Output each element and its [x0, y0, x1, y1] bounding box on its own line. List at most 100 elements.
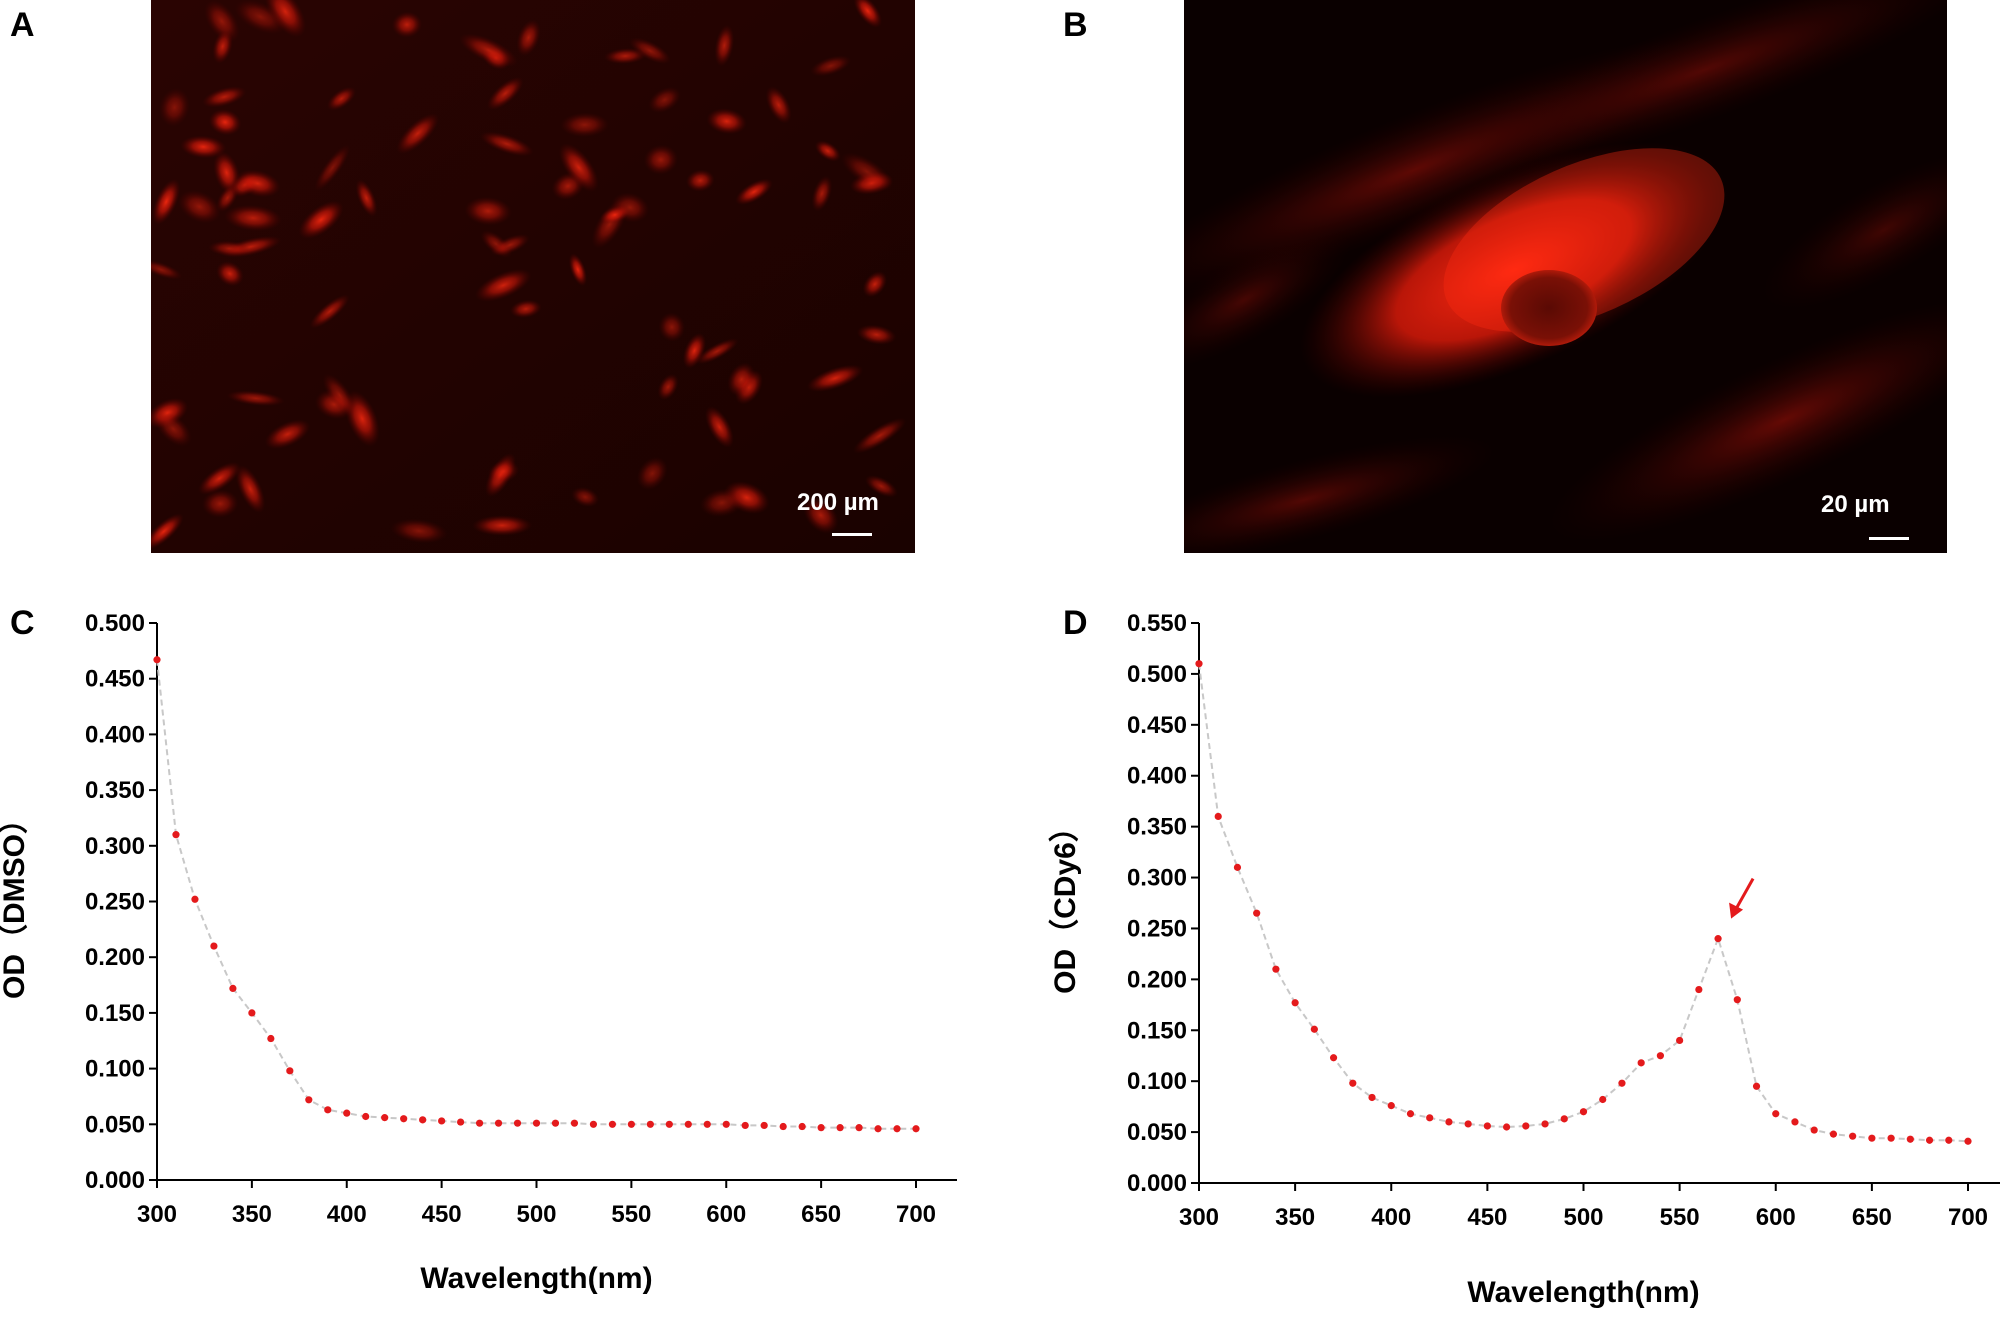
data-point — [646, 1120, 654, 1128]
data-point — [1387, 1102, 1395, 1110]
data-point — [1637, 1059, 1645, 1067]
y-tick-label: 0.050 — [85, 1111, 145, 1138]
fluorescent-cell — [648, 86, 681, 113]
fluorescent-cell — [159, 88, 190, 127]
chart-d-ylabel: OD（CDy6） — [1048, 812, 1082, 994]
y-tick-label: 0.550 — [1127, 610, 1187, 637]
y-tick-label: 0.250 — [1127, 915, 1187, 942]
data-point — [1714, 935, 1722, 943]
fluorescent-cell — [480, 131, 534, 157]
x-tick-label: 650 — [801, 1201, 841, 1228]
fluorescent-cell — [151, 259, 183, 280]
fluorescent-cell — [643, 144, 678, 175]
fluorescent-cell — [155, 411, 192, 447]
x-tick-label: 350 — [1275, 1204, 1315, 1231]
data-point — [1849, 1132, 1857, 1140]
micrograph-b-image — [1184, 0, 1947, 553]
y-tick-label: 0.500 — [1127, 661, 1187, 688]
data-point — [1426, 1114, 1434, 1122]
fluorescent-cell — [810, 55, 852, 77]
fluorescent-cell — [396, 113, 439, 154]
data-point — [1733, 996, 1741, 1004]
data-point — [1329, 1054, 1338, 1062]
fluorescent-cell — [604, 48, 647, 64]
y-tick-label: 0.350 — [85, 777, 145, 804]
data-point — [1253, 909, 1261, 917]
data-point — [248, 1009, 256, 1017]
trend-line — [1198, 663, 1969, 1143]
x-tick-label: 500 — [516, 1201, 556, 1228]
data-point — [305, 1096, 313, 1104]
data-point — [1522, 1122, 1530, 1130]
data-point — [760, 1121, 768, 1130]
fluorescent-cell — [558, 143, 599, 192]
fluorescent-cell — [264, 419, 311, 449]
data-point — [1887, 1134, 1895, 1142]
data-point — [1233, 863, 1242, 871]
y-tick-label: 0.400 — [1127, 763, 1187, 790]
data-point — [836, 1124, 844, 1132]
scale-bar-a — [832, 533, 872, 536]
fluorescent-cell — [459, 33, 518, 67]
y-tick-label: 0.100 — [1127, 1068, 1187, 1095]
data-point — [1195, 660, 1203, 668]
fluorescent-cell — [568, 253, 588, 287]
y-tick-label: 0.450 — [85, 666, 145, 693]
data-point — [1310, 1025, 1318, 1033]
chart-d-axes: 0.000 0.050 0.100 0.150 0.200 0.250 0.300 0.350… — [1127, 610, 2000, 1231]
fluorescent-cell — [234, 0, 287, 34]
data-point — [817, 1124, 825, 1132]
x-tick-label: 450 — [1467, 1204, 1507, 1231]
data-point — [438, 1117, 446, 1125]
data-point — [1291, 999, 1299, 1007]
fluorescent-cell — [862, 271, 888, 298]
fluorescent-cell — [180, 135, 227, 159]
y-tick-label: 0.350 — [1127, 814, 1187, 841]
y-tick-label: 0.400 — [85, 721, 145, 748]
data-point — [286, 1067, 294, 1075]
y-tick-label: 0.200 — [1127, 966, 1187, 993]
fluorescent-cell — [226, 390, 285, 407]
fluorescent-cell — [629, 37, 671, 65]
data-point — [267, 1034, 275, 1043]
fluorescent-cell — [490, 234, 530, 256]
data-point — [1406, 1110, 1415, 1118]
x-tick-label: 600 — [706, 1201, 746, 1228]
fluorescent-cell — [714, 24, 735, 67]
data-point — [1579, 1108, 1588, 1116]
data-point — [419, 1116, 427, 1124]
chart-c: 0.000 0.050 0.100 0.150 0.200 0.250 0.300 0.350… — [0, 610, 957, 1295]
data-point — [475, 1119, 484, 1127]
y-tick-label: 0.450 — [1127, 712, 1187, 739]
data-point — [1214, 812, 1222, 821]
peak-arrow-head — [1729, 902, 1744, 919]
x-tick-label: 700 — [1948, 1204, 1988, 1231]
data-point — [551, 1119, 560, 1127]
panel-letter-a: A — [10, 6, 35, 44]
fluorescent-cell — [327, 86, 356, 111]
data-point — [1541, 1120, 1549, 1128]
data-point — [1752, 1082, 1761, 1090]
fluorescent-cell — [610, 192, 650, 223]
x-tick-label: 300 — [1179, 1204, 1219, 1231]
fluorescent-cell — [212, 29, 233, 64]
y-tick-label: 0.050 — [1127, 1119, 1187, 1146]
data-point — [1349, 1079, 1357, 1087]
fluorescent-cell — [204, 0, 240, 43]
data-point — [1772, 1110, 1780, 1118]
data-point — [627, 1120, 635, 1128]
y-tick-label: 0.000 — [1127, 1170, 1187, 1197]
y-tick-label: 0.300 — [1127, 865, 1187, 892]
data-point — [457, 1118, 465, 1126]
data-point — [191, 895, 199, 903]
data-point — [665, 1120, 673, 1128]
fluorescent-cell — [856, 324, 897, 345]
fluorescent-cell — [151, 513, 184, 550]
fluorescent-cell — [705, 406, 734, 448]
data-point — [703, 1120, 711, 1128]
fluorescent-cell — [391, 11, 423, 38]
data-point — [1964, 1137, 1972, 1145]
y-tick-label: 0.500 — [85, 610, 145, 637]
data-point — [855, 1124, 863, 1132]
fluorescent-cell — [314, 144, 351, 192]
